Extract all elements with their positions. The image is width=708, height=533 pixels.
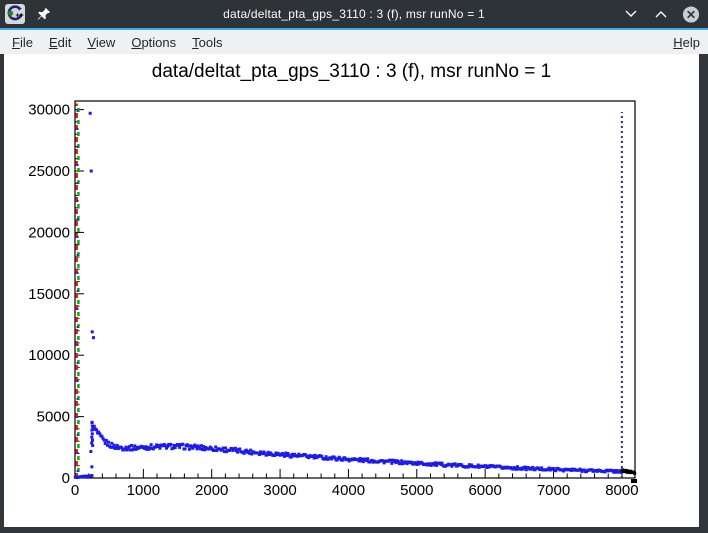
- plot-canvas[interactable]: data/deltat_pta_gps_3110 : 3 (f), msr ru…: [4, 54, 699, 527]
- y-tick-label: 0: [62, 470, 70, 487]
- window-accent-line: [0, 28, 708, 30]
- x-tick-label: 0: [71, 482, 79, 499]
- chevron-up-icon: [655, 11, 667, 18]
- window-title: data/deltat_pta_gps_3110 : 3 (f), msr ru…: [223, 7, 485, 21]
- svg-text:++: ++: [16, 13, 24, 20]
- x-tick-label: 6000: [468, 482, 501, 499]
- x-tick-label: 2000: [195, 482, 228, 499]
- y-tick-label: 5000: [37, 409, 70, 426]
- root-logo-glyph: ++: [7, 5, 24, 21]
- pin-glyph: [37, 7, 51, 20]
- pin-icon[interactable]: [35, 5, 53, 23]
- titlebar[interactable]: ++ data/deltat_pta_gps_3110 : 3 (f), msr…: [0, 0, 708, 28]
- decay-histogram-band: [90, 420, 623, 474]
- close-icon: [682, 5, 700, 23]
- plot-title: data/deltat_pta_gps_3110 : 3 (f), msr ru…: [151, 61, 552, 82]
- x-tick-label: 3000: [263, 482, 296, 499]
- y-tick-label: 30000: [28, 102, 70, 119]
- pre-t0-baseline: [73, 474, 94, 479]
- maximize-button[interactable]: [652, 5, 670, 23]
- menu-item-options[interactable]: Options: [131, 34, 177, 50]
- overflow-tail-black: [620, 468, 637, 475]
- menubar: File Edit View Options Tools Help: [0, 30, 708, 54]
- outlier-points: [88, 111, 95, 469]
- plot-svg: 0 1000 2000 3000 4000 5000 6000 7000 8000 0 5000 10…: [28, 100, 639, 499]
- menu-items: File Edit View Options Tools: [0, 33, 231, 52]
- axis-end-marker: [631, 479, 637, 483]
- y-tick-label: 20000: [28, 224, 70, 241]
- x-tick-label: 8000: [605, 482, 638, 499]
- root-app-icon[interactable]: ++: [5, 4, 25, 24]
- y-tick-label: 15000: [28, 286, 70, 303]
- y-tick-label: 10000: [28, 347, 70, 364]
- chevron-down-icon: [625, 10, 637, 17]
- menu-item-file[interactable]: File: [12, 34, 33, 50]
- y-tick-label: 25000: [28, 163, 70, 180]
- menu-item-help[interactable]: Help: [673, 34, 700, 50]
- menu-item-edit[interactable]: Edit: [48, 34, 72, 50]
- menu-item-tools[interactable]: Tools: [192, 34, 223, 50]
- minimize-button[interactable]: [622, 5, 640, 23]
- x-tick-label: 7000: [537, 482, 570, 499]
- x-tick-label: 4000: [332, 482, 365, 499]
- plot-frame: [74, 100, 636, 479]
- x-tick-label: 1000: [127, 482, 160, 499]
- x-tick-label: 5000: [400, 482, 433, 499]
- menu-item-view[interactable]: View: [87, 34, 116, 50]
- close-button[interactable]: [682, 5, 700, 23]
